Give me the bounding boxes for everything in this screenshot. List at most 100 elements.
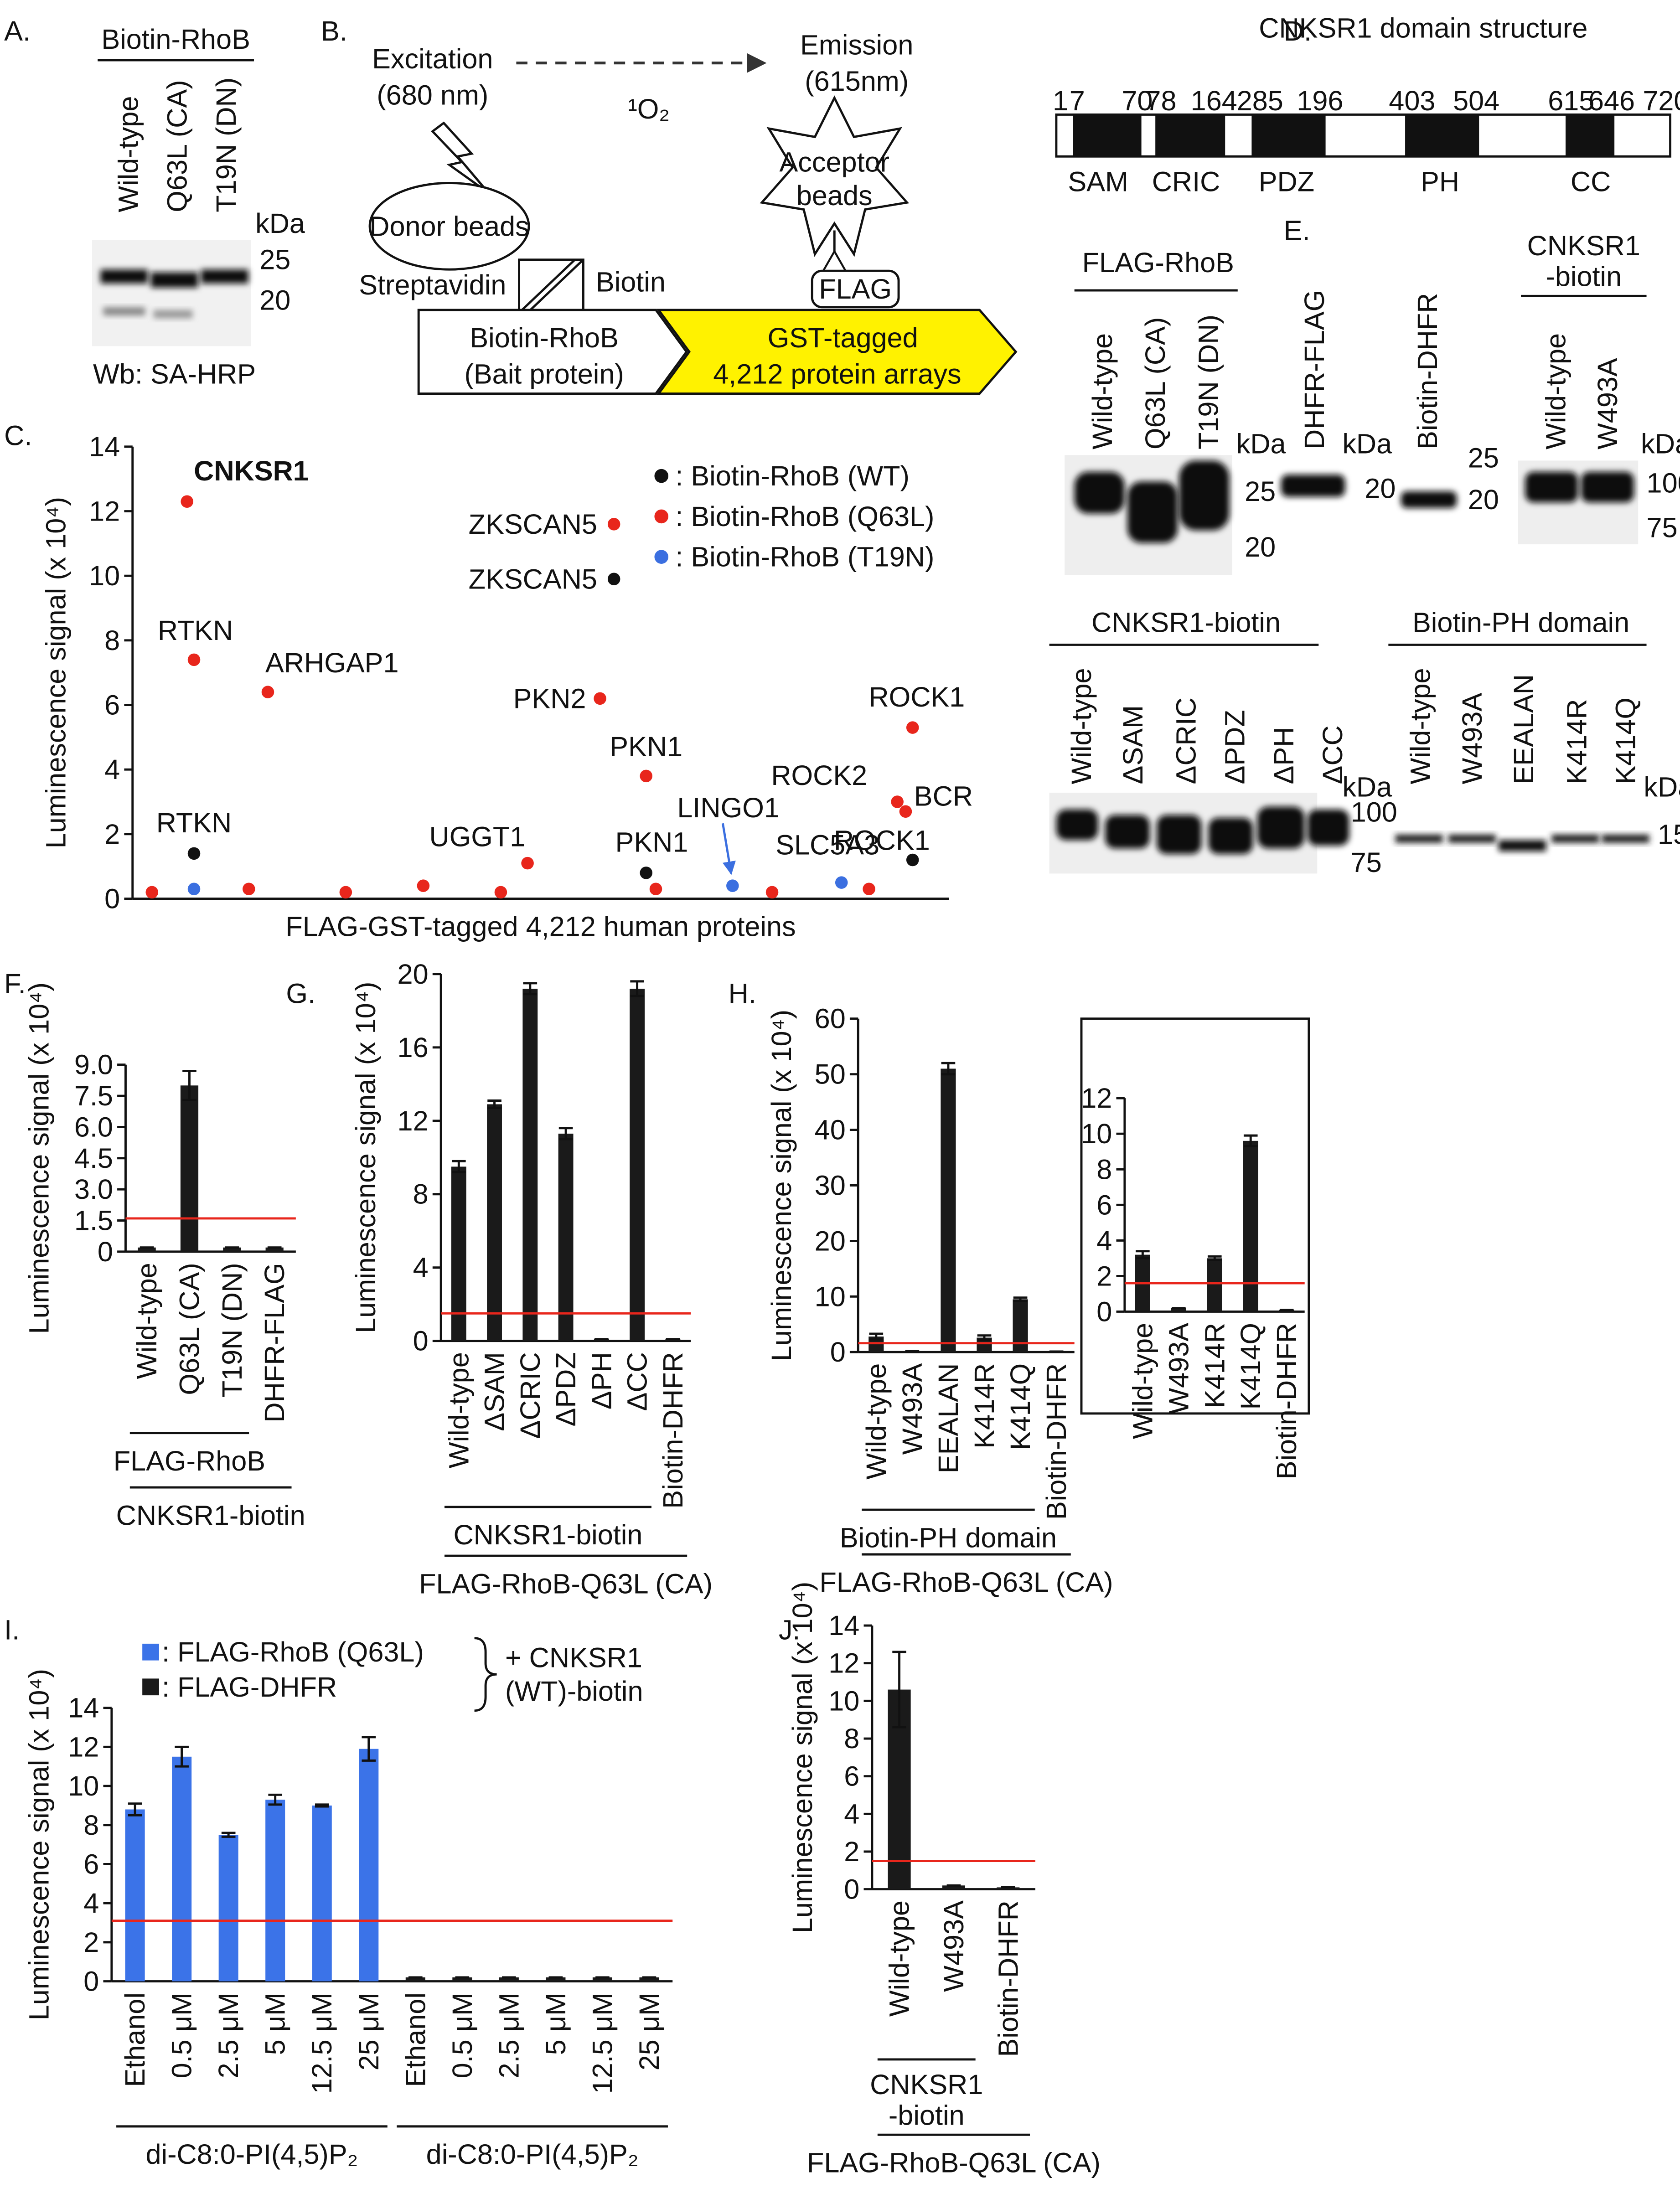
y-axis-label: Luminescence signal (x 10⁴): [350, 982, 381, 1333]
label: PDZ: [1259, 166, 1314, 197]
bar: [1207, 1258, 1222, 1312]
legend-marker: [654, 469, 669, 483]
panel-label: I.: [4, 1614, 20, 1645]
label: ΔCC: [1317, 725, 1348, 784]
label: ΔCRIC: [1171, 697, 1202, 784]
y-tick-label: 4.5: [74, 1143, 113, 1174]
x-tick-label: 2.5 μM: [213, 1992, 244, 2078]
legend-marker: [654, 509, 669, 524]
label: (615nm): [805, 66, 909, 97]
label: ΔPDZ: [1220, 710, 1251, 784]
data-point: [906, 853, 919, 867]
blots-e: [1049, 289, 1649, 874]
x-tick-label: 5 μM: [260, 1992, 291, 2055]
data-point: [607, 573, 620, 586]
label: Acceptor: [779, 146, 889, 177]
panel-label: A.: [4, 15, 31, 46]
x-tick-label: Q63L (CA): [174, 1263, 205, 1395]
data-point: [187, 653, 201, 666]
label: Biotin-RhoB: [101, 24, 250, 55]
y-tick-label: 0: [1096, 1296, 1112, 1327]
label: K414R: [1561, 699, 1592, 784]
group-label: Biotin-PH domain: [840, 1522, 1057, 1553]
y-tick-label: 8: [83, 1810, 99, 1841]
label: kDa: [1342, 428, 1392, 459]
panel-label: F.: [4, 968, 26, 999]
label: kDa: [1644, 772, 1680, 803]
y-tick-label: 12: [89, 496, 120, 527]
data-point: [726, 879, 739, 892]
x-tick-label: 25 μM: [353, 1992, 384, 2070]
group-label: CNKSR1-biotin: [453, 1519, 642, 1550]
data-point: [145, 886, 159, 899]
label: beads: [796, 180, 873, 211]
x-tick-label: 0.5 μM: [447, 1992, 478, 2078]
x-tick-label: W493A: [1163, 1323, 1194, 1414]
x-tick-label: Wild-type: [861, 1363, 892, 1480]
y-tick-label: 7.5: [74, 1080, 113, 1111]
panel-label: C.: [4, 420, 32, 451]
label: 100: [1647, 467, 1680, 498]
point-label: LINGO1: [677, 792, 779, 823]
group-label: FLAG-RhoB-Q63L (CA): [820, 1567, 1113, 1598]
y-tick-label: 6: [104, 690, 120, 721]
label: Excitation: [372, 43, 493, 74]
label: 504: [1453, 85, 1499, 116]
label: 720: [1643, 85, 1680, 116]
label: K414Q: [1610, 697, 1641, 784]
y-tick-label: 10: [89, 560, 120, 591]
label: 25: [1245, 476, 1276, 507]
bar: [452, 1977, 472, 1982]
legend-marker: [654, 550, 669, 564]
x-tick-label: DHFR-FLAG: [259, 1263, 290, 1422]
data-point: [181, 495, 193, 508]
x-tick-label: 0.5 μM: [166, 1992, 197, 2078]
y-tick-label: 10: [828, 1685, 859, 1716]
data-point: [899, 805, 912, 818]
data-point: [243, 882, 255, 896]
label: SAM: [1068, 166, 1128, 197]
y-tick-label: 8: [413, 1179, 429, 1210]
label: 70: [1122, 85, 1153, 116]
bar: [265, 1247, 284, 1252]
point-label: ZKSCAN5: [469, 563, 597, 594]
label: Streptavidin: [359, 269, 506, 300]
y-tick-label: 4: [1096, 1225, 1112, 1256]
panel-label: B.: [321, 15, 347, 46]
y-tick-label: 0: [413, 1326, 429, 1357]
y-tick-label: 20: [398, 959, 429, 990]
label: T19N (DN): [211, 77, 242, 212]
data-point: [607, 518, 620, 531]
point-label: CNKSR1: [194, 455, 309, 486]
label: 615: [1548, 85, 1594, 116]
label: T19N (DN): [1193, 315, 1224, 449]
point-label: SLC5A3: [775, 829, 879, 860]
point-label: PKN1: [610, 731, 682, 762]
y-tick-label: 0: [83, 1966, 99, 1997]
label: W493A: [1457, 693, 1488, 784]
x-tick-label: Ethanol: [400, 1992, 431, 2087]
error-bar: [941, 1062, 956, 1076]
label: Q63L (CA): [1140, 317, 1171, 449]
x-tick-label: W493A: [897, 1363, 928, 1455]
y-tick-label: 8: [104, 625, 120, 656]
error-bar: [558, 1127, 573, 1140]
y-axis-label: Luminescence signal (x 10⁴): [24, 982, 55, 1334]
y-tick-label: 10: [815, 1281, 846, 1312]
group-label: FLAG-RhoB: [114, 1445, 265, 1476]
data-point: [417, 879, 430, 892]
y-tick-label: 2: [104, 819, 120, 850]
y-tick-label: 0: [104, 883, 120, 914]
label: Q63L (CA): [162, 80, 193, 212]
label: 196: [1297, 85, 1343, 116]
x-tick-label: K414R: [969, 1363, 1000, 1449]
label: Wb: SA-HRP: [93, 359, 256, 390]
panel-label: H.: [729, 978, 756, 1009]
y-tick-label: 0: [844, 1874, 859, 1905]
error-bar: [128, 1802, 142, 1816]
bar: [1243, 1140, 1258, 1312]
bar: [1171, 1308, 1186, 1312]
label: 25: [259, 244, 290, 275]
bar: [639, 1977, 659, 1982]
